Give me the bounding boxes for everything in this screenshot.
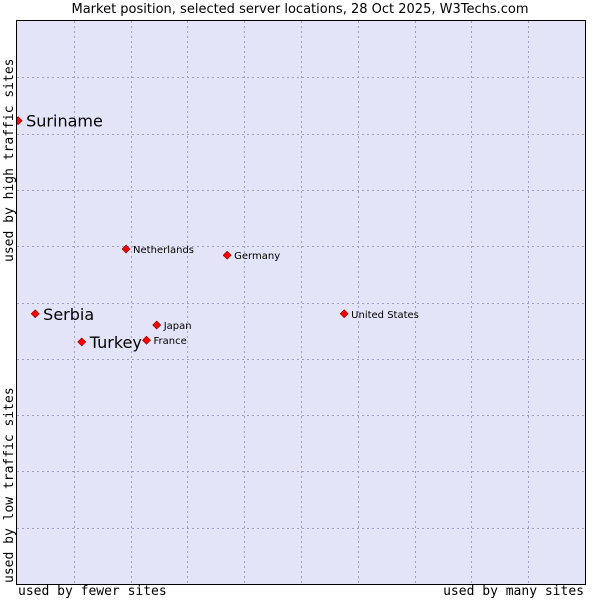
marker-turkey — [77, 337, 87, 347]
point-label-germany: Germany — [234, 251, 280, 262]
data-point-japan: Japan — [152, 320, 192, 332]
data-point-serbia: Serbia — [30, 305, 94, 324]
chart-title: Market position, selected server locatio… — [71, 2, 529, 17]
x-axis-label-right: used by many sites — [443, 584, 584, 599]
marker-france — [142, 335, 151, 345]
marker-suriname — [17, 116, 23, 126]
marker-netherlands — [121, 244, 131, 254]
point-label-suriname: Suriname — [26, 112, 103, 131]
plot-area: Suriname Netherlands Germany Serbia United S… — [16, 20, 586, 585]
y-axis-label-bottom: used by low traffic sites — [2, 387, 17, 583]
data-point-suriname: Suriname — [17, 112, 103, 131]
x-axis-label-left: used by fewer sites — [18, 584, 167, 599]
marker-serbia — [30, 309, 40, 319]
scatter-chart: Suriname Netherlands Germany Serbia United S… — [17, 21, 585, 584]
marker-germany — [222, 250, 232, 260]
point-label-serbia: Serbia — [43, 305, 94, 324]
data-point-france: France — [142, 335, 187, 347]
data-point-netherlands: Netherlands — [121, 244, 194, 256]
point-label-turkey: Turkey — [89, 333, 142, 352]
y-axis-label-top: used by high traffic sites — [2, 58, 17, 263]
data-point-turkey: Turkey — [77, 333, 142, 352]
marker-japan — [152, 320, 162, 330]
point-label-united-states: United States — [351, 310, 419, 321]
marker-united-states — [339, 309, 349, 319]
point-label-netherlands: Netherlands — [133, 245, 194, 256]
data-point-united-states: United States — [339, 309, 419, 321]
point-label-japan: Japan — [163, 321, 192, 332]
point-label-france: France — [154, 336, 187, 347]
data-point-germany: Germany — [222, 250, 280, 262]
